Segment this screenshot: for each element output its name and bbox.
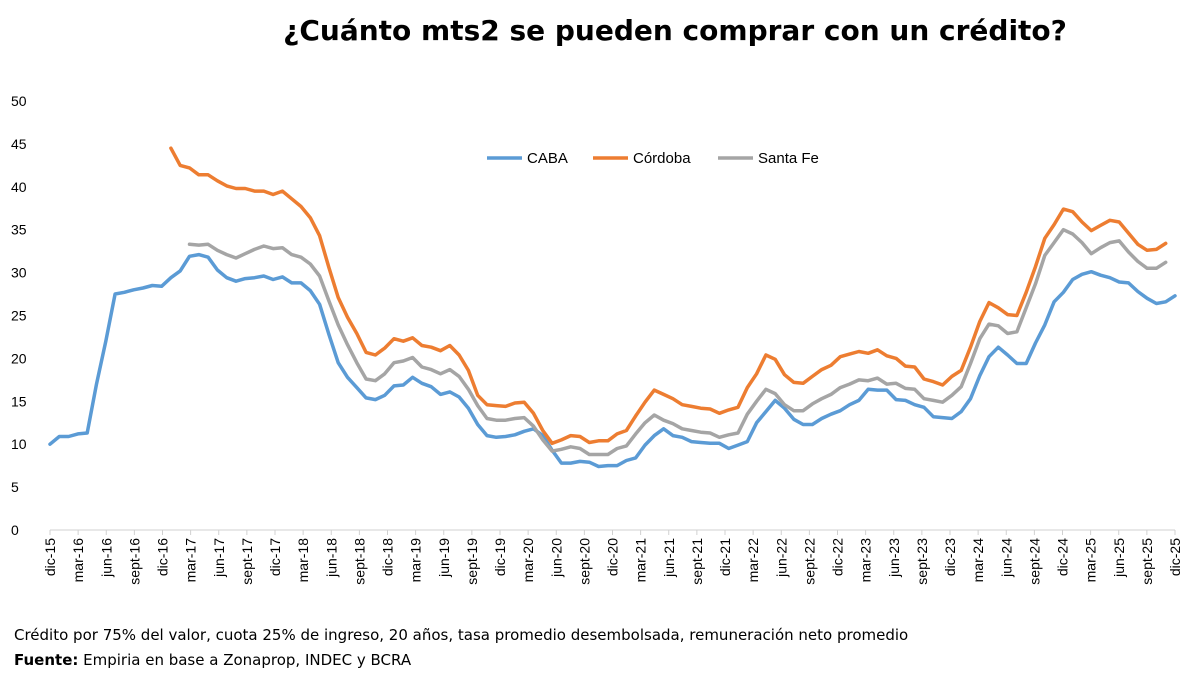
legend-label: Santa Fe bbox=[758, 150, 819, 167]
source-label: Fuente: bbox=[14, 651, 79, 669]
x-tick-label: jun-25 bbox=[1111, 538, 1127, 578]
x-tick-label: sept-21 bbox=[689, 538, 705, 585]
x-tick-label: mar-22 bbox=[745, 538, 761, 583]
x-tick-label: sept-19 bbox=[464, 538, 480, 585]
x-tick-label: dic-22 bbox=[830, 538, 846, 576]
x-tick-label: mar-21 bbox=[633, 538, 649, 583]
y-tick-label: 40 bbox=[11, 179, 27, 195]
x-tick-label: sept-17 bbox=[239, 538, 255, 585]
x-tick-label: mar-16 bbox=[70, 538, 86, 583]
y-tick-label: 45 bbox=[11, 136, 27, 152]
chart-title: ¿Cuánto mts2 se pueden comprar con un cr… bbox=[283, 14, 1067, 47]
source-text: Empiria en base a Zonaprop, INDEC y BCRA bbox=[78, 651, 412, 669]
x-tick-label: jun-24 bbox=[998, 538, 1014, 578]
y-tick-label: 0 bbox=[11, 522, 19, 538]
x-tick-label: sept-22 bbox=[801, 538, 817, 585]
legend-label: CABA bbox=[527, 150, 568, 167]
legend-label: Córdoba bbox=[633, 150, 691, 167]
y-tick-label: 20 bbox=[11, 350, 27, 366]
x-tick-label: dic-17 bbox=[267, 538, 283, 576]
y-tick-label: 15 bbox=[11, 393, 27, 409]
y-axis: 0 5 10 15 20 25 30 35 40 45 50 bbox=[11, 93, 27, 538]
x-tick-label: jun-21 bbox=[661, 538, 677, 578]
x-tick-label: mar-20 bbox=[520, 538, 536, 583]
x-tick-label: jun-22 bbox=[773, 538, 789, 578]
x-tick-label: jun-19 bbox=[436, 538, 452, 578]
x-tick-label: dic-21 bbox=[717, 538, 733, 576]
x-tick-label: sept-20 bbox=[576, 538, 592, 585]
line-chart: 0 5 10 15 20 25 30 35 40 45 50 dic-15 mar-16 jun-16 s… bbox=[11, 93, 1183, 585]
x-tick-label: sept-18 bbox=[351, 538, 367, 585]
x-tick-label: mar-17 bbox=[183, 538, 199, 583]
x-tick-label: dic-16 bbox=[155, 538, 171, 576]
source-line: Fuente: Empiria en base a Zonaprop, INDE… bbox=[14, 651, 411, 669]
y-tick-label: 5 bbox=[11, 479, 19, 495]
x-tick-label: dic-15 bbox=[42, 538, 58, 576]
x-axis: dic-15 mar-16 jun-16 sept-16 dic-16 mar-17 jun… bbox=[42, 529, 1183, 585]
series-line-c-rdoba bbox=[169, 146, 1168, 446]
y-tick-label: 30 bbox=[11, 265, 27, 281]
series-layer bbox=[48, 146, 1177, 469]
x-tick-label: sept-24 bbox=[1026, 538, 1042, 585]
x-tick-label: dic-20 bbox=[605, 538, 621, 576]
x-tick-label: jun-18 bbox=[323, 538, 339, 578]
x-tick-label: mar-23 bbox=[858, 538, 874, 583]
x-tick-label: jun-17 bbox=[211, 538, 227, 578]
x-tick-label: sept-23 bbox=[914, 538, 930, 585]
y-tick-label: 50 bbox=[11, 93, 27, 109]
footnote: Crédito por 75% del valor, cuota 25% de … bbox=[14, 626, 909, 644]
x-tick-label: jun-23 bbox=[886, 538, 902, 578]
x-tick-label: dic-24 bbox=[1055, 538, 1071, 576]
y-tick-label: 10 bbox=[11, 436, 27, 452]
x-tick-label: mar-24 bbox=[970, 538, 986, 583]
x-tick-label: dic-25 bbox=[1167, 538, 1183, 576]
x-tick-label: sept-16 bbox=[126, 538, 142, 585]
x-tick-label: dic-23 bbox=[942, 538, 958, 576]
x-tick-label: dic-19 bbox=[492, 538, 508, 576]
y-tick-label: 25 bbox=[11, 308, 27, 324]
x-tick-label: mar-18 bbox=[295, 538, 311, 583]
y-tick-label: 35 bbox=[11, 222, 27, 238]
series-line-caba bbox=[48, 252, 1177, 469]
x-tick-label: mar-25 bbox=[1083, 538, 1099, 583]
x-tick-label: sept-25 bbox=[1139, 538, 1155, 585]
x-tick-label: dic-18 bbox=[380, 538, 396, 576]
x-tick-label: jun-20 bbox=[548, 538, 564, 578]
series-line-santa-fe bbox=[187, 227, 1168, 457]
x-tick-label: mar-19 bbox=[408, 538, 424, 583]
x-tick-label: jun-16 bbox=[98, 538, 114, 578]
legend: CABA Córdoba Santa Fe bbox=[487, 150, 819, 167]
